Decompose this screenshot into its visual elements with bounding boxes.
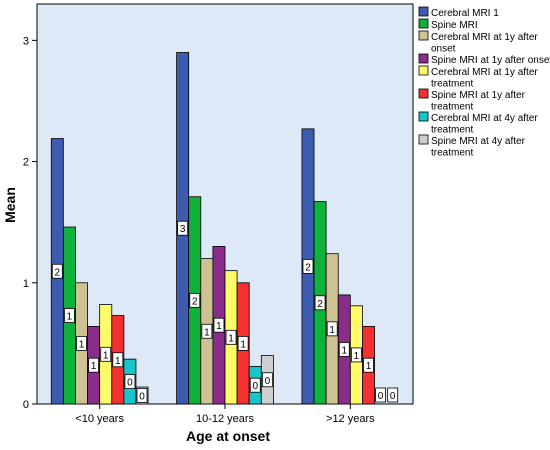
legend-swatch — [418, 30, 429, 41]
data-label: 1 — [67, 312, 73, 323]
x-axis: <10 years 10-12 years >12 years — [75, 404, 375, 425]
legend-swatch — [418, 6, 429, 17]
data-label-box — [51, 263, 63, 279]
legend-swatch — [418, 53, 429, 64]
data-label-box — [237, 335, 249, 351]
legend-entry-line: Cerebral MRI 1 — [431, 8, 499, 19]
data-label-box — [76, 335, 87, 351]
data-label: 0 — [265, 376, 271, 387]
y-tick-label: 3 — [23, 35, 29, 47]
x-tick-label: <10 years — [75, 413, 124, 425]
data-label-box — [124, 374, 136, 389]
legend-entry-line: Spine MRI at 1y after onset — [431, 55, 550, 66]
data-label-box — [249, 377, 261, 393]
data-label: 2 — [305, 262, 311, 273]
data-label-box — [314, 295, 326, 311]
legend-entry-line: onset — [431, 44, 456, 55]
legend-entry-line: Cerebral MRI at 1y after — [431, 32, 538, 43]
data-label: 2 — [317, 299, 323, 310]
x-tick-label: 10-12 years — [196, 413, 255, 425]
data-label-box — [375, 387, 386, 403]
legend-entry-line: Spine MRI at 1y after — [431, 90, 526, 101]
y-axis: 0 1 2 3 — [23, 35, 37, 411]
data-label: 1 — [91, 361, 97, 372]
legend-entry-line: treatment — [431, 102, 473, 113]
x-tick-label: >12 years — [326, 413, 375, 425]
data-label-box — [261, 372, 273, 388]
data-label: 0 — [378, 391, 384, 402]
data-label: 1 — [228, 333, 234, 344]
legend-entry-line: Cerebral MRI at 4y after — [431, 113, 538, 124]
data-label: 1 — [240, 339, 246, 350]
y-axis-title: Mean — [2, 187, 18, 223]
data-label-box — [100, 346, 112, 362]
data-label-box — [112, 352, 124, 368]
legend-entry-line: treatment — [431, 125, 473, 136]
x-axis-title: Age at onset — [186, 428, 270, 444]
data-label: 1 — [204, 327, 210, 338]
data-label-box — [201, 323, 213, 339]
legend-entry: Cerebral MRI at 4y after treatment — [431, 113, 538, 136]
data-label-box — [326, 321, 338, 337]
legend-entry-line: treatment — [431, 79, 473, 90]
y-tick-label: 1 — [23, 278, 29, 290]
legend-entry-line: Spine MRI at 4y after — [431, 136, 526, 147]
data-label: 1 — [329, 325, 335, 336]
data-label: 1 — [342, 345, 348, 356]
data-label-box — [363, 357, 374, 373]
legend-entry: Cerebral MRI at 1y after treatment — [431, 67, 538, 90]
legend-entry: Cerebral MRI 1 — [431, 8, 499, 19]
legend-swatch — [418, 18, 429, 29]
data-label: 1 — [115, 356, 121, 367]
data-label: 0 — [252, 381, 258, 392]
data-label: 1 — [79, 339, 85, 350]
data-label: 1 — [103, 350, 109, 361]
data-label: 0 — [390, 391, 396, 402]
data-label: 3 — [180, 224, 186, 235]
legend-entry: Spine MRI — [431, 20, 478, 31]
data-label-box — [302, 259, 314, 274]
legend-swatch — [418, 65, 429, 76]
data-label: 2 — [192, 296, 198, 307]
legend-swatch — [418, 111, 429, 122]
data-label: 2 — [55, 267, 61, 278]
legend-swatch — [418, 134, 429, 145]
legend-entry: Spine MRI at 4y after treatment — [431, 136, 526, 159]
legend-entry: Spine MRI at 1y after treatment — [431, 90, 526, 113]
data-label-box — [189, 292, 201, 308]
legend-swatch — [418, 88, 429, 99]
legend-entry: Spine MRI at 1y after onset — [431, 55, 550, 66]
data-label-box — [177, 220, 189, 236]
legend-entry-line: Cerebral MRI at 1y after — [431, 67, 538, 78]
data-label-box — [350, 347, 362, 363]
data-label-box — [88, 357, 100, 373]
legend-entry: Cerebral MRI at 1y after onset — [431, 32, 538, 55]
legend-entry-line: Spine MRI — [431, 20, 478, 31]
data-label-box — [64, 308, 75, 323]
data-label-box — [213, 317, 225, 333]
data-label-box — [136, 388, 148, 403]
data-label-box — [338, 342, 350, 357]
data-label: 1 — [366, 361, 372, 372]
data-label-box — [225, 329, 237, 345]
data-label: 0 — [127, 378, 133, 389]
legend-entry-line: treatment — [431, 148, 473, 159]
data-label: 1 — [354, 351, 360, 362]
y-tick-label: 2 — [23, 157, 29, 169]
y-tick-label: 0 — [23, 399, 29, 411]
data-label-box — [387, 387, 399, 403]
data-label: 0 — [139, 392, 145, 403]
data-label: 1 — [216, 321, 222, 332]
